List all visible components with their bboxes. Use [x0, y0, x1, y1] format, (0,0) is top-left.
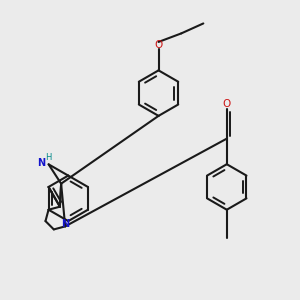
- Text: H: H: [45, 153, 51, 162]
- Text: N: N: [61, 219, 69, 229]
- Text: O: O: [154, 40, 163, 50]
- Text: O: O: [223, 99, 231, 109]
- Text: N: N: [37, 158, 45, 168]
